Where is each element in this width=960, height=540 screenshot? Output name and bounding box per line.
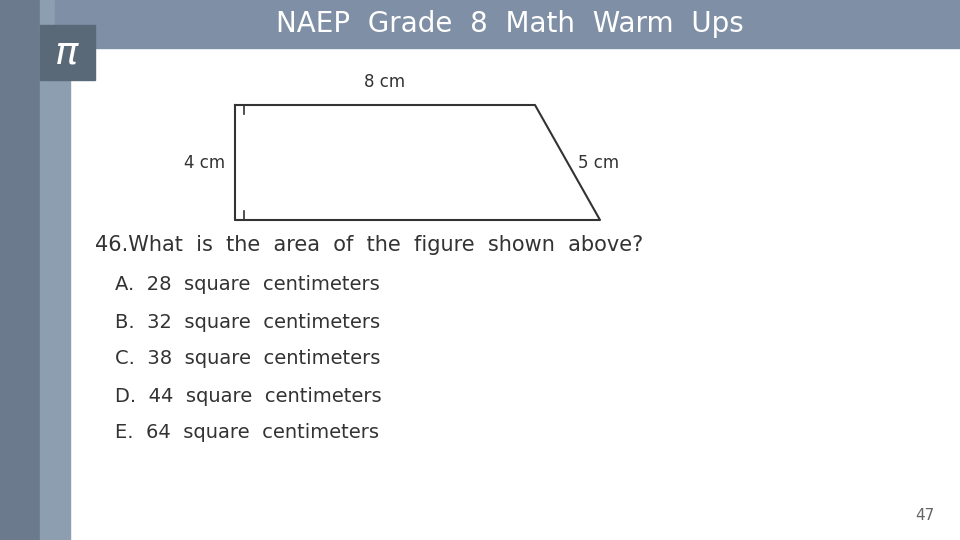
Text: E.  64  square  centimeters: E. 64 square centimeters: [115, 423, 379, 442]
Text: C.  38  square  centimeters: C. 38 square centimeters: [115, 349, 380, 368]
Text: 47: 47: [916, 508, 935, 523]
Bar: [0, 0, 40, 540]
Text: D.  44  square  centimeters: D. 44 square centimeters: [115, 387, 382, 406]
Bar: [40, 25, 95, 80]
Text: 46.What  is  the  area  of  the  figure  shown  above?: 46.What is the area of the figure shown …: [95, 235, 643, 255]
Text: $\pi$: $\pi$: [54, 34, 80, 72]
Text: 5 cm: 5 cm: [578, 153, 618, 172]
Polygon shape: [235, 105, 600, 220]
Text: 4 cm: 4 cm: [184, 153, 225, 172]
Bar: [55, 0, 960, 48]
Text: B.  32  square  centimeters: B. 32 square centimeters: [115, 313, 380, 332]
Text: A.  28  square  centimeters: A. 28 square centimeters: [115, 275, 380, 294]
Text: 8 cm: 8 cm: [365, 73, 405, 91]
Bar: [40, 0, 70, 540]
Text: NAEP  Grade  8  Math  Warm  Ups: NAEP Grade 8 Math Warm Ups: [276, 10, 744, 38]
